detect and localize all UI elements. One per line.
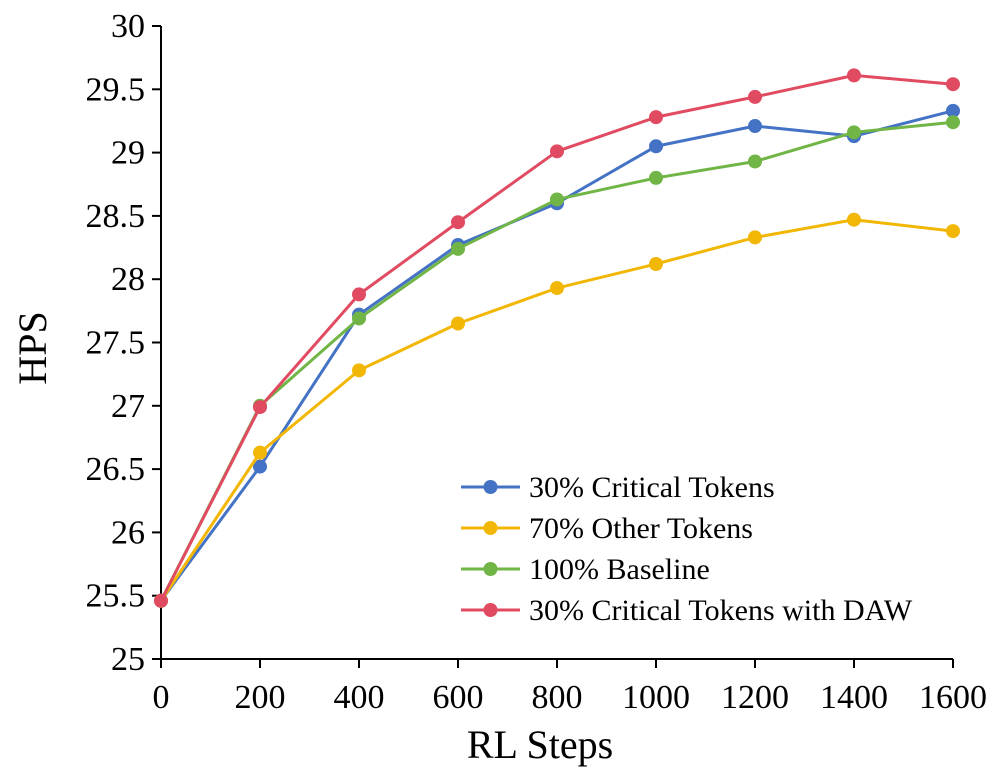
legend-label: 100% Baseline	[529, 553, 710, 586]
legend: 30% Critical Tokens 70% Other Tokens 100% …	[461, 471, 913, 627]
legend-item: 70% Other Tokens	[461, 512, 753, 545]
data-point	[451, 215, 465, 230]
x-tick-label: 1000	[622, 679, 690, 716]
legend-swatch-marker	[483, 521, 498, 535]
x-tick-label: 1400	[820, 679, 888, 716]
y-tick-label: 29	[111, 135, 145, 172]
series-group	[154, 212, 960, 608]
data-point	[352, 287, 366, 302]
x-axis-title: RL Steps	[467, 722, 613, 767]
data-point	[550, 281, 564, 296]
x-tick-label: 800	[532, 679, 583, 716]
data-point	[649, 257, 663, 272]
legend-swatch-marker	[483, 562, 498, 576]
y-tick-label: 25	[111, 641, 145, 678]
series-group	[154, 115, 960, 608]
legend-label: 30% Critical Tokens with DAW	[529, 594, 913, 627]
y-axis-title: HPS	[10, 311, 55, 384]
x-tick-label: 1200	[721, 679, 789, 716]
data-point	[352, 311, 366, 326]
y-tick-label: 27	[111, 388, 145, 425]
y-tick-label: 26	[111, 514, 145, 551]
legend-item: 30% Critical Tokens with DAW	[461, 594, 913, 627]
y-tick-label: 25.5	[86, 578, 146, 615]
y-tick-label: 30	[111, 8, 145, 45]
data-point	[253, 459, 267, 474]
data-point	[946, 224, 960, 239]
data-point	[748, 119, 762, 134]
legend-label: 30% Critical Tokens	[529, 471, 775, 504]
series-group	[154, 68, 960, 608]
data-point	[847, 212, 861, 227]
data-point	[946, 115, 960, 130]
data-point	[847, 68, 861, 83]
data-point	[451, 316, 465, 331]
data-point	[253, 445, 267, 460]
data-point	[847, 125, 861, 140]
data-point	[649, 110, 663, 125]
x-tick-label: 1600	[919, 679, 987, 716]
series-layer	[154, 68, 960, 608]
y-tick-label: 28.5	[86, 198, 146, 235]
data-point	[550, 192, 564, 207]
data-point	[748, 154, 762, 169]
legend-swatch-marker	[483, 603, 498, 617]
data-point	[253, 400, 267, 415]
x-tick-label: 0	[153, 679, 170, 716]
data-point	[946, 77, 960, 92]
data-point	[649, 170, 663, 185]
data-point	[154, 593, 168, 608]
data-point	[352, 363, 366, 378]
data-point	[946, 103, 960, 118]
data-point	[748, 230, 762, 245]
axes-layer: 25 25.5 26 26.5 27 27.5 28 28.5 29 29.5 30 0 200 400 6…	[86, 8, 988, 716]
data-point	[649, 139, 663, 154]
y-tick-label: 27.5	[86, 325, 146, 362]
x-tick-label: 200	[235, 679, 286, 716]
data-point	[748, 89, 762, 104]
legend-swatch-marker	[483, 480, 498, 494]
y-tick-label: 26.5	[86, 451, 146, 488]
y-tick-label: 28	[111, 261, 145, 298]
data-point	[451, 241, 465, 256]
legend-item: 100% Baseline	[461, 553, 710, 586]
legend-item: 30% Critical Tokens	[461, 471, 775, 504]
legend-label: 70% Other Tokens	[529, 512, 753, 545]
x-tick-label: 400	[334, 679, 385, 716]
x-tick-label: 600	[433, 679, 484, 716]
y-tick-label: 29.5	[86, 71, 146, 108]
data-point	[550, 144, 564, 159]
